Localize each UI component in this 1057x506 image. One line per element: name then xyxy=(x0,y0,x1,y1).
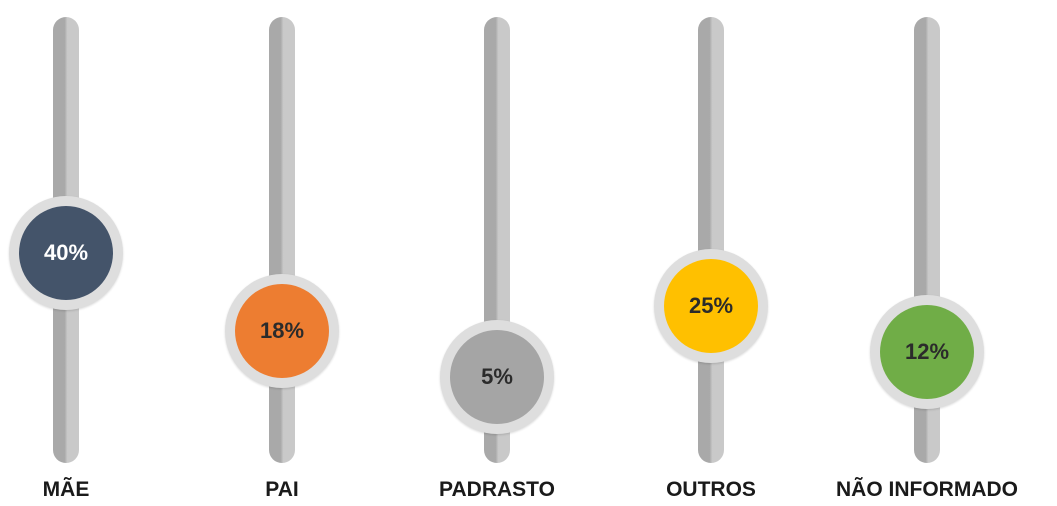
slider-track xyxy=(698,17,724,463)
slider-track xyxy=(269,17,295,463)
slider-knob: 25% xyxy=(654,249,768,364)
category-label: PAI xyxy=(265,478,299,501)
slider-column: 18% PAI xyxy=(182,0,382,506)
category-label: OUTROS xyxy=(666,478,756,501)
category-label: MÃE xyxy=(42,478,90,501)
data-label: 5% xyxy=(450,330,544,425)
slider-column: 5% PADRASTO xyxy=(397,0,597,506)
data-label: 40% xyxy=(19,205,113,300)
category-label: PADRASTO xyxy=(439,478,555,501)
slider-knob: 12% xyxy=(870,295,984,410)
slider-knob: 40% xyxy=(9,195,123,310)
slider-column: 40% MÃE xyxy=(0,0,166,506)
category-label: NÃO INFORMADO xyxy=(836,478,1018,501)
data-label: 25% xyxy=(664,259,758,354)
data-label: 12% xyxy=(880,305,974,400)
slider-column: 12% NÃO INFORMADO xyxy=(827,0,1027,506)
data-label: 18% xyxy=(235,284,329,378)
slider-knob: 18% xyxy=(225,274,339,388)
slider-column: 25% OUTROS xyxy=(611,0,811,506)
slider-knob: 5% xyxy=(440,320,554,435)
